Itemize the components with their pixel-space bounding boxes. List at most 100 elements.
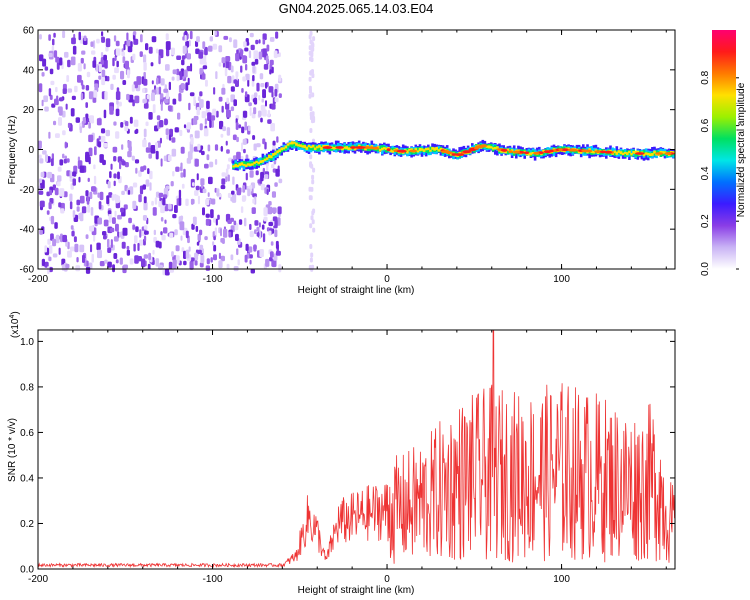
track-cell xyxy=(408,148,411,151)
track-cell xyxy=(510,149,514,152)
noise-cell xyxy=(123,43,126,51)
noise-cell xyxy=(107,210,112,215)
track-cell xyxy=(236,164,240,168)
noise-cell xyxy=(308,34,312,40)
noise-cell xyxy=(59,188,65,197)
track-cell xyxy=(385,148,388,153)
noise-cell xyxy=(92,60,97,68)
noise-cell xyxy=(90,244,93,253)
noise-cell xyxy=(61,110,66,118)
noise-cell xyxy=(266,44,270,52)
track-cell xyxy=(303,145,307,149)
noise-cell xyxy=(249,107,252,116)
noise-cell xyxy=(147,263,151,270)
noise-cell xyxy=(156,115,161,121)
track-cell xyxy=(634,152,637,157)
noise-cell xyxy=(231,190,235,195)
noise-cell xyxy=(113,236,119,242)
spectrogram-y-tick-label: 40 xyxy=(23,65,35,76)
noise-cell xyxy=(57,175,62,182)
noise-cell xyxy=(174,205,178,213)
noise-cell xyxy=(180,146,185,154)
noise-cell xyxy=(132,53,136,61)
noise-cell xyxy=(160,78,165,86)
noise-cell xyxy=(253,244,257,252)
track-cell xyxy=(288,142,292,145)
noise-cell xyxy=(59,57,63,66)
noise-cell xyxy=(184,30,188,36)
noise-cell xyxy=(115,48,121,56)
noise-cell xyxy=(192,182,195,187)
noise-cell xyxy=(50,233,54,241)
track-peak-cell xyxy=(570,148,577,152)
chart-title: GN04.2025.065.14.03.E04 xyxy=(279,1,434,16)
colorbar-gradient xyxy=(712,30,736,269)
noise-cell xyxy=(81,206,87,214)
noise-cell xyxy=(176,198,179,207)
noise-cell xyxy=(117,171,120,180)
track-cell xyxy=(661,151,665,154)
noise-cell xyxy=(220,255,225,262)
noise-cell xyxy=(80,57,84,64)
track-cell xyxy=(458,151,461,155)
track-cell xyxy=(542,149,545,153)
track-cell xyxy=(487,145,491,149)
track-cell xyxy=(588,148,591,152)
colorbar-ticks: 0.0 0.2 0.4 0.6 0.8 xyxy=(700,70,739,276)
noise-cell xyxy=(63,158,68,164)
noise-cell xyxy=(53,120,57,126)
snr-x-axis-title: Height of straight line (km) xyxy=(298,585,415,596)
noise-cell xyxy=(167,105,172,111)
noise-cell xyxy=(183,124,187,129)
track-cell xyxy=(422,149,426,152)
noise-cell xyxy=(235,73,238,82)
noise-cell xyxy=(260,176,264,182)
track-cell xyxy=(418,148,422,152)
noise-cell xyxy=(242,185,246,193)
track-cell xyxy=(592,151,596,154)
noise-cell xyxy=(309,244,313,249)
noise-cell xyxy=(155,258,160,267)
snr-y-tick-label: 0.6 xyxy=(20,428,34,439)
noise-cell xyxy=(210,209,214,219)
noise-cell xyxy=(94,83,99,93)
noise-cell xyxy=(278,264,282,273)
track-cell xyxy=(385,147,388,150)
noise-cell xyxy=(308,186,312,192)
track-peak-cell xyxy=(462,150,472,154)
noise-cell xyxy=(101,36,105,43)
track-cell xyxy=(276,150,279,157)
noise-cell xyxy=(245,172,248,181)
noise-cell xyxy=(180,215,184,220)
noise-cell xyxy=(207,192,210,197)
track-cell xyxy=(309,146,313,149)
track-cell xyxy=(623,152,627,158)
noise-cell xyxy=(223,228,228,238)
noise-cell xyxy=(119,160,122,170)
noise-cell xyxy=(62,130,66,136)
noise-cell xyxy=(189,92,195,97)
noise-cell xyxy=(100,135,106,143)
noise-cell xyxy=(142,98,147,104)
track-cell xyxy=(378,148,382,152)
noise-cell xyxy=(155,142,158,151)
noise-cell xyxy=(202,55,207,62)
snr-y-tick-label: 0.4 xyxy=(20,473,34,484)
noise-cell xyxy=(311,174,315,180)
track-cell xyxy=(517,149,520,152)
noise-cell xyxy=(191,223,195,230)
noise-cell xyxy=(168,81,171,91)
noise-cell xyxy=(220,228,222,237)
noise-cell xyxy=(253,97,258,105)
track-cell xyxy=(238,163,242,166)
track-cell xyxy=(288,142,292,147)
noise-cell xyxy=(139,229,142,238)
noise-cell xyxy=(75,117,80,123)
noise-cell xyxy=(309,88,312,94)
noise-cell xyxy=(172,69,177,75)
noise-cell xyxy=(98,201,102,210)
noise-cell xyxy=(266,55,269,64)
noise-cell xyxy=(165,33,169,41)
track-peak-cell xyxy=(409,149,418,153)
noise-cell xyxy=(309,70,313,75)
